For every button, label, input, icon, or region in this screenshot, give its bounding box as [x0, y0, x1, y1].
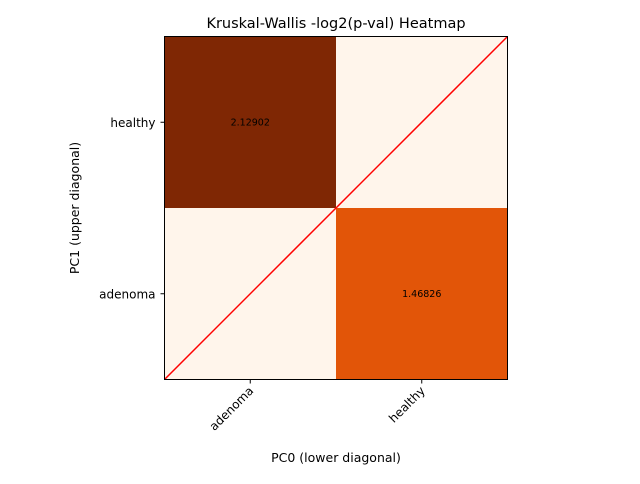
cell-value-label: 1.46826	[402, 289, 441, 300]
heatmap-cell	[336, 208, 508, 380]
chart-title: Kruskal-Wallis -log2(p-val) Heatmap	[206, 16, 465, 32]
y-tick-label: healthy	[110, 116, 155, 130]
y-axis-label: PC1 (upper diagonal)	[67, 142, 82, 274]
plot-frame	[164, 36, 508, 380]
y-tick-label: adenoma	[99, 287, 155, 301]
diagonal-line	[163, 35, 509, 381]
heatmap-cell	[164, 36, 336, 208]
cell-value-label: 2.12902	[231, 117, 270, 128]
x-axis-label: PC0 (lower diagonal)	[271, 450, 401, 465]
